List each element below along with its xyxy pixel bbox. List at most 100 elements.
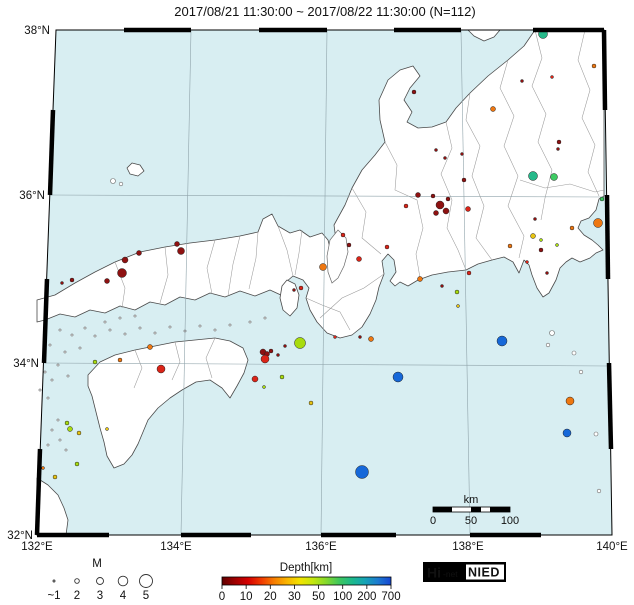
earthquake-marker — [599, 196, 605, 202]
logo-hi-text: Hi — [427, 565, 441, 581]
earthquake-marker — [454, 289, 460, 295]
earthquake-marker — [64, 420, 70, 426]
latitude-labels: 38°N 36°N 34°N 32°N — [7, 25, 50, 542]
earthquake-marker — [556, 139, 562, 145]
earthquake-marker — [555, 243, 559, 247]
earthquake-marker — [430, 193, 436, 199]
earthquake-marker — [591, 63, 597, 69]
earthquake-marker — [403, 203, 409, 209]
earthquake-marker — [456, 304, 460, 308]
magnitude-legend-labels: ~1 2 3 4 5 — [47, 590, 149, 602]
earthquake-marker — [528, 171, 538, 181]
small-island — [263, 316, 267, 320]
small-island — [56, 418, 60, 422]
small-island — [66, 374, 70, 378]
depth-tick-label: 10 — [240, 591, 253, 603]
magnitude-legend-title: M — [92, 558, 102, 570]
longitude-label: 140°E — [596, 541, 628, 553]
logo-net-text: -net — [443, 569, 458, 579]
small-island — [64, 448, 68, 452]
earthquake-marker — [174, 241, 180, 247]
earthquake-marker — [556, 147, 560, 151]
earthquake-marker — [593, 218, 603, 228]
earthquake-marker — [368, 336, 374, 342]
earthquake-marker — [530, 233, 536, 239]
earthquake-marker — [117, 357, 123, 363]
depth-colorbar-ticks — [221, 585, 392, 589]
depth-tick-label: 700 — [381, 591, 400, 603]
earthquake-marker — [121, 256, 129, 264]
small-island — [153, 331, 157, 335]
scalebar-tick-label: 100 — [501, 515, 519, 527]
earthquake-marker — [117, 268, 127, 278]
earthquake-marker — [435, 200, 445, 210]
earthquake-marker — [465, 206, 471, 212]
earthquake-marker — [411, 89, 417, 95]
depth-colorbar-labels: 0 10 20 30 50 100 200 700 — [219, 591, 401, 603]
longitude-label: 136°E — [305, 541, 337, 553]
depth-colorbar: Depth[km] 0 10 20 30 50 100 200 700 — [219, 562, 401, 603]
earthquake-marker — [105, 427, 109, 431]
small-island — [50, 378, 54, 382]
small-island — [38, 388, 42, 392]
earthquake-marker — [415, 192, 421, 198]
depth-colorbar-gradient — [221, 576, 392, 586]
earthquake-marker — [298, 285, 304, 291]
earthquake-marker — [417, 276, 423, 282]
scalebar-tick-label: 50 — [465, 515, 477, 527]
small-island — [63, 350, 67, 354]
prefecture-borders — [114, 29, 605, 389]
small-island — [138, 326, 142, 330]
earthquake-marker — [268, 348, 274, 354]
small-island — [93, 334, 97, 338]
earthquake-marker — [539, 238, 543, 242]
magnitude-legend-label: 3 — [97, 590, 103, 602]
izu-islands — [545, 330, 602, 494]
depth-tick-label: 30 — [288, 591, 301, 603]
magnitude-legend-circle — [139, 574, 153, 588]
earthquake-marker — [346, 242, 352, 248]
small-island — [50, 428, 54, 432]
small-island — [46, 443, 50, 447]
earthquake-marker — [60, 281, 64, 285]
logo-nied-text: NIED — [468, 566, 500, 580]
earthquake-marker — [525, 260, 529, 264]
small-island — [198, 324, 202, 328]
earthquake-marker — [445, 196, 451, 202]
earthquake-marker — [276, 353, 280, 357]
frame-degree-segments — [34, 27, 614, 538]
earthquake-marker — [177, 247, 185, 255]
oki-islet — [118, 181, 124, 187]
latitude-label: 36°N — [19, 190, 45, 202]
scalebar: km 0 50 100 — [430, 494, 519, 527]
earthquake-marker — [384, 244, 390, 250]
depth-colorbar-title: Depth[km] — [280, 562, 332, 574]
earthquake-marker — [283, 344, 287, 348]
earthquake-marker — [260, 354, 270, 364]
depth-tick-label: 100 — [333, 591, 352, 603]
magnitude-legend-circle — [96, 577, 104, 585]
magnitude-legend-circle — [74, 578, 80, 584]
magnitude-legend-circles — [52, 574, 153, 588]
map-title: 2017/08/21 11:30:00 ~ 2017/08/22 11:30:0… — [174, 4, 475, 19]
earthquake-marker — [392, 371, 404, 383]
magnitude-legend-label: 4 — [120, 590, 127, 602]
small-island — [108, 328, 112, 332]
earthquake-marker — [104, 278, 110, 284]
scalebar-labels: 0 50 100 — [430, 515, 519, 527]
shikoku-coastline — [87, 337, 249, 469]
small-island — [70, 333, 74, 337]
oki-islands — [126, 162, 145, 177]
hinet-nied-logo: Hi -net NIED — [423, 562, 506, 582]
earthquake-marker — [490, 106, 496, 112]
earthquake-marker — [279, 374, 285, 380]
epicenter-markers-layer — [41, 29, 605, 480]
small-island — [46, 396, 50, 400]
earthquake-marker — [69, 277, 75, 283]
earthquake-marker — [292, 288, 296, 292]
earthquake-marker — [496, 335, 508, 347]
earthquake-marker — [251, 375, 259, 383]
logo-nied-box — [466, 564, 504, 580]
longitude-label: 132°E — [21, 541, 53, 553]
small-island — [83, 326, 87, 330]
